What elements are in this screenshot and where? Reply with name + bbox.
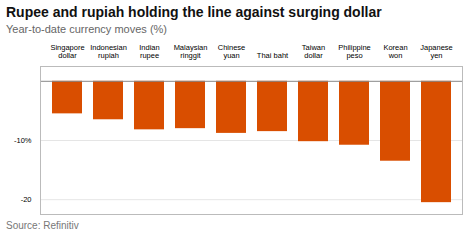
svg-text:Indonesianrupiah: Indonesianrupiah bbox=[90, 43, 127, 60]
html-text:Source: Refinitiv: Source: Refinitiv bbox=[6, 220, 79, 231]
svg-text:Koreanwon: Koreanwon bbox=[383, 43, 407, 60]
svg-text:-20: -20 bbox=[21, 195, 32, 204]
svg-text:Singaporedollar: Singaporedollar bbox=[50, 43, 84, 60]
svg-text:Japaneseyen: Japaneseyen bbox=[420, 43, 453, 60]
svg-text:Thai baht: Thai baht bbox=[257, 51, 289, 60]
html-text:Year-to-date currency moves (%: Year-to-date currency moves (%) bbox=[6, 23, 167, 35]
svg-text:Chineseyuan: Chineseyuan bbox=[218, 43, 246, 60]
svg-text:Malaysianringgit: Malaysianringgit bbox=[174, 43, 208, 60]
svg-text:Philippinepeso: Philippinepeso bbox=[338, 43, 371, 60]
svg-text:Indianrupee: Indianrupee bbox=[139, 43, 159, 60]
svg-text:Taiwandollar: Taiwandollar bbox=[302, 43, 325, 60]
svg-text:-10%: -10% bbox=[14, 136, 32, 145]
html-text:Rupee and rupiah holding the l: Rupee and rupiah holding the line agains… bbox=[6, 4, 382, 20]
